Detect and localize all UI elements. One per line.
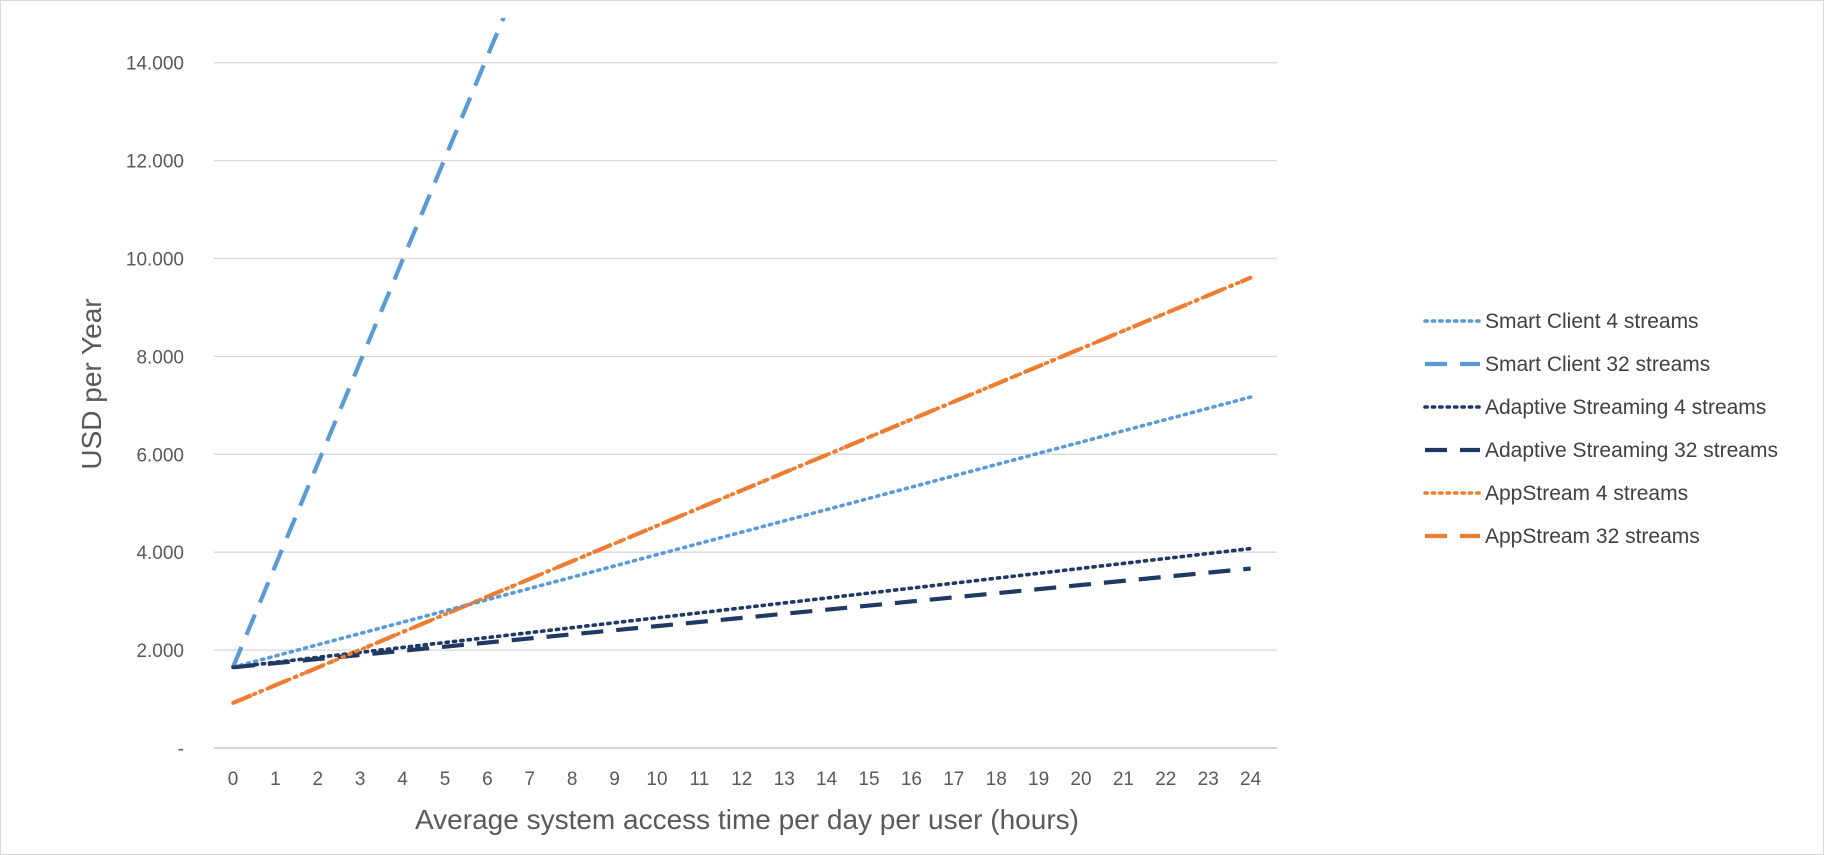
x-tick-label: 7 bbox=[525, 769, 536, 790]
x-axis-title: Average system access time per day per u… bbox=[415, 804, 1079, 835]
series-line-adaptive-streaming-4-streams bbox=[233, 549, 1251, 668]
legend-label: Smart Client 32 streams bbox=[1485, 353, 1710, 376]
x-tick-label: 1 bbox=[270, 769, 281, 790]
series-line-smart-client-32-streams bbox=[233, 1, 1251, 667]
x-tick-label: 17 bbox=[943, 769, 964, 790]
x-tick-label: 16 bbox=[901, 769, 922, 790]
x-tick-label: 15 bbox=[858, 769, 879, 790]
x-tick-label: 6 bbox=[482, 769, 493, 790]
legend: Smart Client 4 streams Smart Client 32 st… bbox=[1425, 310, 1778, 548]
x-tick-label: 12 bbox=[731, 769, 752, 790]
x-tick-label: 22 bbox=[1155, 769, 1176, 790]
y-tick-label: 12.000 bbox=[126, 152, 184, 173]
y-tick-label: 2.000 bbox=[136, 641, 184, 662]
gridlines bbox=[214, 63, 1277, 748]
x-tick-label: 20 bbox=[1070, 769, 1091, 790]
x-tick-label: 11 bbox=[690, 769, 710, 790]
x-tick-label: 19 bbox=[1028, 769, 1049, 790]
y-tick-label: 6.000 bbox=[136, 445, 184, 466]
y-tick-label: 4.000 bbox=[136, 543, 184, 564]
legend-label: AppStream 32 streams bbox=[1485, 525, 1700, 548]
x-tick-label: 18 bbox=[986, 769, 1007, 790]
x-tick-label: 14 bbox=[816, 769, 838, 790]
x-tick-label: 5 bbox=[440, 769, 451, 790]
series-line-smart-client-4-streams bbox=[233, 397, 1251, 667]
x-tick-label: 10 bbox=[646, 769, 667, 790]
x-tick-label: 0 bbox=[228, 769, 239, 790]
x-tick-label: 23 bbox=[1198, 769, 1219, 790]
line-chart: - 2.000 4.000 6.000 8.000 10.000 12.000 14.000 0… bbox=[1, 1, 1823, 854]
y-tick-label: 14.000 bbox=[126, 54, 184, 75]
x-tick-label: 4 bbox=[397, 769, 408, 790]
y-tick-label: 8.000 bbox=[136, 347, 184, 368]
y-tick-label: - bbox=[178, 739, 184, 760]
series-lines bbox=[233, 1, 1251, 703]
x-tick-label: 9 bbox=[609, 769, 620, 790]
x-tick-label: 3 bbox=[355, 769, 366, 790]
axes: - 2.000 4.000 6.000 8.000 10.000 12.000 14.000 0… bbox=[126, 54, 1277, 790]
series-line-adaptive-streaming-32-streams bbox=[233, 569, 1251, 668]
x-tick-label: 8 bbox=[567, 769, 578, 790]
chart-container: - 2.000 4.000 6.000 8.000 10.000 12.000 14.000 0… bbox=[0, 0, 1824, 855]
x-tick-label: 2 bbox=[313, 769, 324, 790]
legend-label: Adaptive Streaming 32 streams bbox=[1485, 439, 1778, 462]
legend-label: Adaptive Streaming 4 streams bbox=[1485, 396, 1766, 419]
y-tick-label: 10.000 bbox=[126, 250, 184, 271]
x-tick-label: 21 bbox=[1113, 769, 1134, 790]
x-tick-label: 13 bbox=[774, 769, 795, 790]
x-tick-label: 24 bbox=[1240, 769, 1262, 790]
legend-label: Smart Client 4 streams bbox=[1485, 310, 1699, 333]
y-axis-title: USD per Year bbox=[76, 298, 107, 469]
legend-label: AppStream 4 streams bbox=[1485, 482, 1688, 505]
